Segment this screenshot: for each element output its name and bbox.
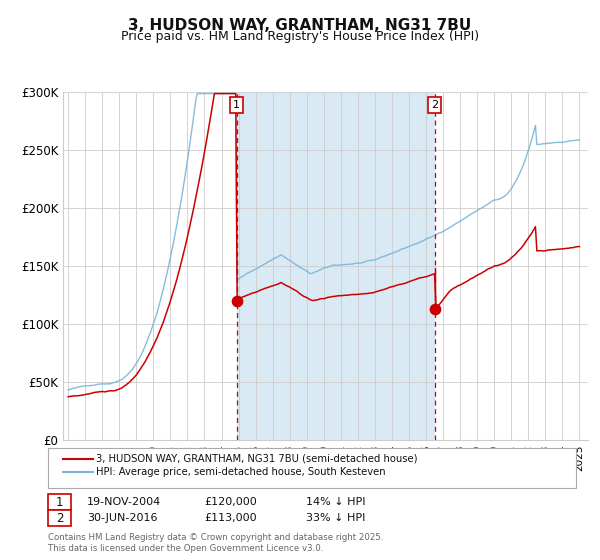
Text: £120,000: £120,000 [204, 497, 257, 507]
Text: 1: 1 [56, 496, 63, 509]
Text: 19-NOV-2004: 19-NOV-2004 [87, 497, 161, 507]
Text: 30-JUN-2016: 30-JUN-2016 [87, 513, 157, 523]
Text: 3, HUDSON WAY, GRANTHAM, NG31 7BU: 3, HUDSON WAY, GRANTHAM, NG31 7BU [128, 18, 472, 32]
Text: HPI: Average price, semi-detached house, South Kesteven: HPI: Average price, semi-detached house,… [96, 466, 386, 477]
Text: 3, HUDSON WAY, GRANTHAM, NG31 7BU (semi-detached house): 3, HUDSON WAY, GRANTHAM, NG31 7BU (semi-… [96, 454, 418, 464]
Bar [236, 92, 434, 440]
Text: 33% ↓ HPI: 33% ↓ HPI [306, 513, 365, 523]
Text: 2: 2 [431, 100, 438, 110]
Text: 2: 2 [56, 511, 63, 525]
Text: Price paid vs. HM Land Registry's House Price Index (HPI): Price paid vs. HM Land Registry's House … [121, 30, 479, 43]
Point [232, 296, 241, 305]
Text: 14% ↓ HPI: 14% ↓ HPI [306, 497, 365, 507]
Text: £113,000: £113,000 [204, 513, 257, 523]
Text: Contains HM Land Registry data © Crown copyright and database right 2025.
This d: Contains HM Land Registry data © Crown c… [48, 533, 383, 553]
Point [430, 304, 439, 313]
Text: 1: 1 [233, 100, 240, 110]
